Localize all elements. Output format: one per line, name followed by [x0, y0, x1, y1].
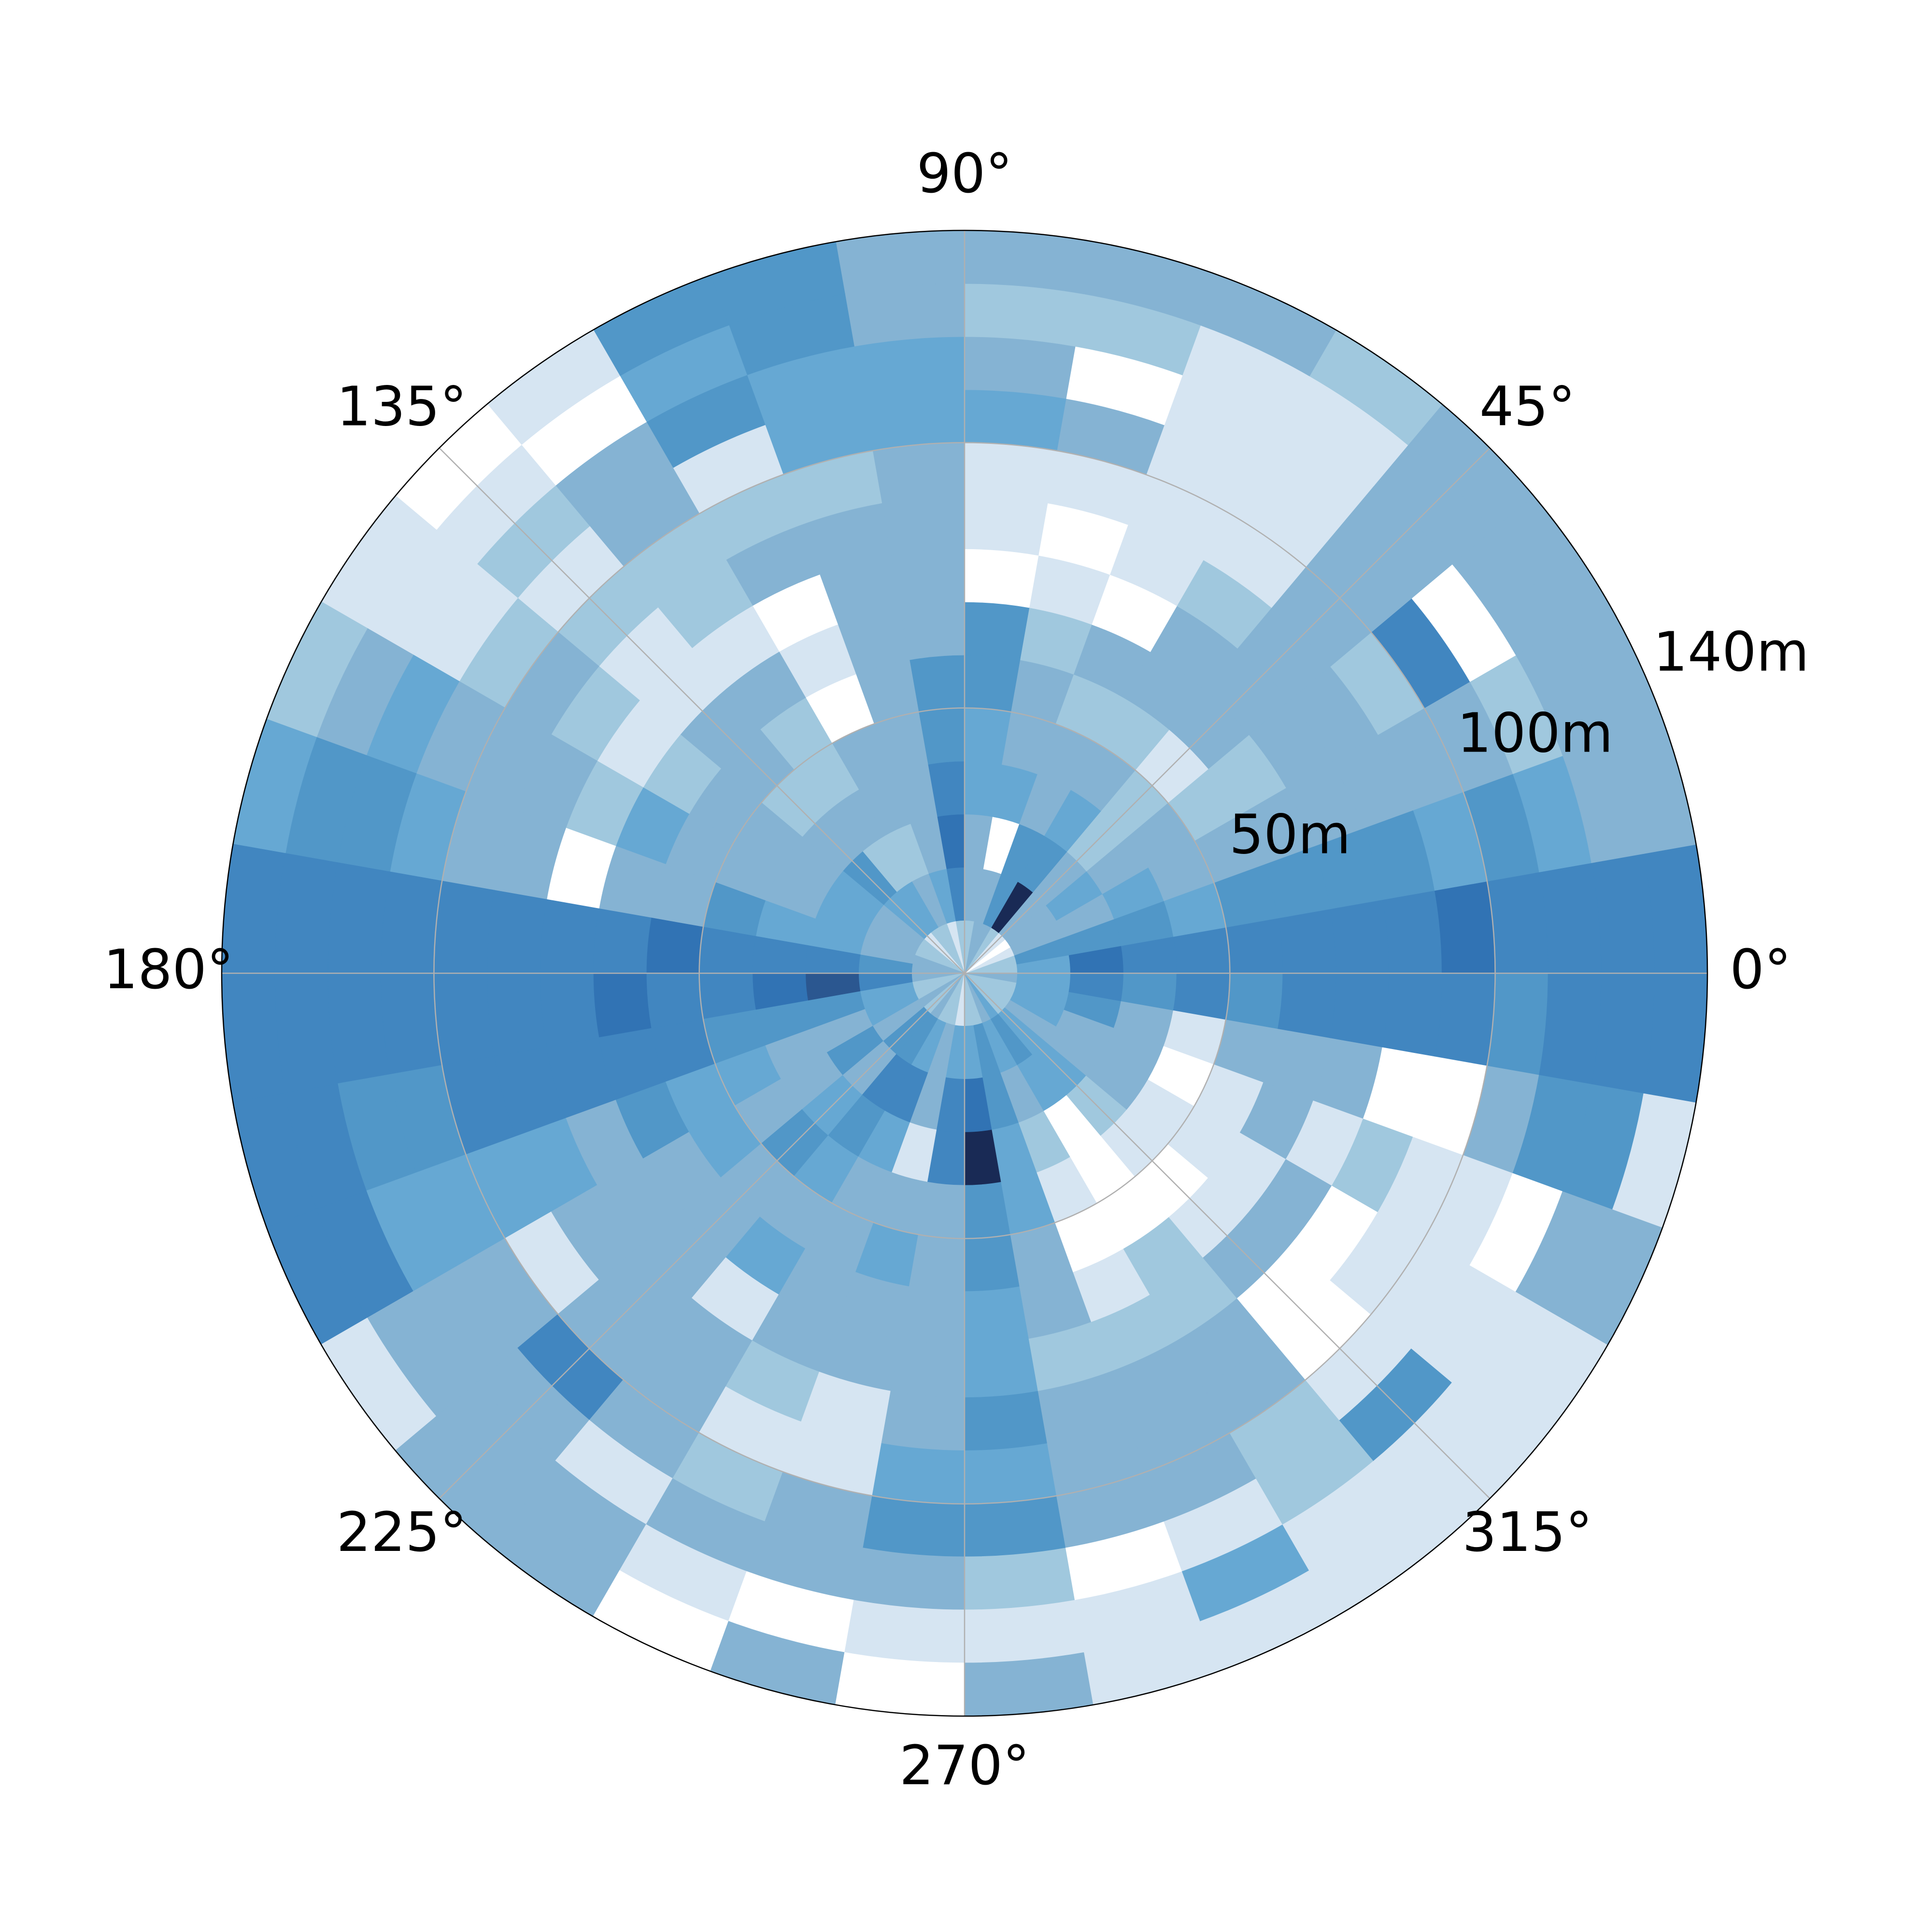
- heat-cell: [964, 654, 1021, 712]
- heat-cell: [881, 1391, 965, 1451]
- theta-tick-label: 270°: [899, 1734, 1030, 1797]
- theta-grid-line: [964, 973, 1491, 1499]
- heat-cell: [1225, 917, 1283, 974]
- theta-tick-label: 135°: [337, 375, 467, 438]
- heat-cell: [964, 548, 1039, 608]
- theta-tick-label: 90°: [917, 142, 1013, 205]
- heat-cell: [1539, 862, 1602, 974]
- heat-cell: [327, 862, 390, 974]
- heat-cell: [1330, 899, 1390, 974]
- heat-cell: [380, 871, 442, 974]
- heat-cell: [890, 548, 965, 608]
- heat-cell: [433, 881, 495, 974]
- r-tick-label: 50m: [1229, 804, 1351, 867]
- heat-cell: [1382, 973, 1443, 1057]
- heat-cell: [964, 601, 1030, 660]
- heat-cell: [1225, 973, 1283, 1029]
- heat-cell: [593, 973, 652, 1038]
- heat-cell: [844, 283, 965, 347]
- theta-tick-label: 0°: [1730, 938, 1791, 1001]
- heat-cell: [964, 1495, 1066, 1558]
- heat-cell: [964, 1234, 1021, 1292]
- theta-grid-line: [964, 447, 1491, 974]
- heat-cell: [1539, 973, 1602, 1084]
- heat-cell: [1278, 908, 1336, 974]
- heat-cell: [909, 654, 965, 712]
- heat-cell: [274, 853, 338, 974]
- heat-cell: [964, 1443, 1057, 1505]
- heat-cell: [853, 336, 965, 399]
- theta-tick-label: 180°: [103, 938, 234, 1001]
- heat-cell: [1278, 973, 1336, 1038]
- heat-cell: [844, 1600, 965, 1663]
- heat-cell: [909, 1234, 965, 1292]
- heat-cell: [486, 890, 547, 974]
- heat-cell: [1591, 853, 1655, 974]
- heat-cell: [646, 973, 704, 1029]
- heat-cell: [274, 973, 338, 1094]
- heat-cell: [486, 973, 547, 1057]
- heat-cell: [964, 1600, 1085, 1663]
- heat-cell: [540, 973, 599, 1048]
- heat-cell: [890, 1338, 965, 1398]
- heat-cell: [1434, 881, 1496, 974]
- heat-cell: [881, 495, 965, 556]
- heat-cell: [863, 389, 965, 451]
- heat-cell: [327, 973, 390, 1084]
- r-tick-label: 140m: [1653, 621, 1809, 683]
- heat-cell: [380, 973, 442, 1075]
- heat-cell: [872, 442, 965, 504]
- heat-cell: [646, 917, 704, 974]
- heat-cell: [872, 1443, 965, 1505]
- polar-frame: [221, 229, 1708, 1717]
- theta-grid-line: [439, 447, 965, 974]
- heat-cell: [540, 899, 599, 974]
- heat-cell: [1434, 973, 1496, 1066]
- heat-cell: [1487, 871, 1549, 974]
- heat-cell: [964, 495, 1048, 556]
- theta-grid-line: [439, 973, 965, 1499]
- theta-tick-label: 45°: [1479, 375, 1576, 438]
- heat-cell: [1591, 973, 1655, 1094]
- heat-cell: [964, 442, 1057, 504]
- r-tick-label: 100m: [1457, 702, 1613, 765]
- heat-cell: [964, 389, 1066, 451]
- heat-cell: [899, 1286, 965, 1345]
- heat-cell: [433, 973, 495, 1066]
- theta-tick-label: 225°: [337, 1501, 467, 1564]
- heat-cell: [853, 1548, 965, 1611]
- theta-tick-label: 315°: [1462, 1501, 1592, 1564]
- heat-cell: [964, 283, 1085, 347]
- heat-cell: [964, 336, 1076, 399]
- heat-cell: [899, 601, 965, 660]
- heat-cell: [964, 1286, 1030, 1345]
- heat-cell: [964, 1391, 1048, 1451]
- heat-cell: [593, 908, 652, 974]
- heat-cell: [964, 1338, 1039, 1398]
- heat-cell: [1382, 890, 1443, 974]
- heat-cell: [1487, 973, 1549, 1075]
- heat-cell: [1330, 973, 1390, 1048]
- heat-cell: [964, 1548, 1076, 1611]
- heat-cell: [863, 1495, 965, 1558]
